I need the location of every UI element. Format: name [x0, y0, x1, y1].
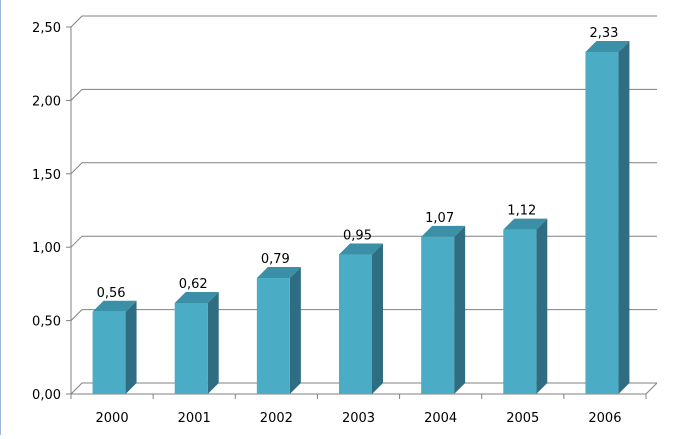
bar-side [125, 300, 137, 394]
bar-front [256, 278, 290, 394]
data-label: 0,79 [261, 252, 290, 267]
axes [66, 26, 658, 399]
bar [503, 218, 548, 394]
grid-line [70, 235, 657, 248]
y-tick-label: 1,50 [32, 168, 61, 183]
grid-lines [70, 15, 657, 395]
bar [256, 267, 301, 394]
grid-line [70, 15, 657, 28]
bar-side [536, 218, 548, 394]
bar-front [174, 302, 208, 394]
data-label: 0,62 [179, 277, 208, 292]
bar-side [207, 291, 219, 394]
data-label: 2,33 [589, 26, 618, 41]
y-tick-label: 2,00 [32, 94, 61, 109]
bar [174, 291, 219, 394]
grid-line [70, 309, 657, 321]
data-label: 0,56 [97, 286, 126, 301]
bar-front [339, 254, 372, 394]
bar-top [92, 300, 137, 312]
bar-top [585, 40, 630, 52]
x-tick-label: 2000 [96, 411, 129, 426]
bar-top [174, 291, 219, 303]
y-tick-label: 1,00 [32, 241, 61, 256]
data-label: 0,95 [343, 229, 372, 244]
data-label: 1,07 [425, 211, 454, 226]
x-tick-label: 2002 [260, 411, 293, 426]
bar [585, 40, 630, 395]
bar-top [339, 243, 383, 255]
x-tick-label: 2005 [506, 411, 539, 426]
bar-front [503, 229, 537, 394]
bar-side [454, 225, 466, 394]
grid-line [70, 88, 657, 101]
grid-line [70, 382, 657, 395]
data-label: 1,12 [507, 204, 536, 219]
bar-front [585, 51, 619, 395]
y-tick-labels: 0,00 0,50 1,00 1,50 2,00 2,50 [32, 21, 61, 403]
bar [421, 225, 466, 394]
y-tick-label: 0,00 [32, 388, 61, 403]
x-tick-label: 2004 [424, 411, 457, 426]
bar-side [289, 267, 301, 394]
bar-side [618, 40, 630, 395]
bar-top [256, 267, 301, 279]
bar [92, 300, 137, 394]
bars [92, 40, 630, 395]
x-tick-label: 2003 [342, 411, 375, 426]
bar-side [372, 243, 383, 394]
x-tick-label: 2001 [178, 411, 211, 426]
bar [339, 243, 383, 394]
x-tick-labels: 2000 2001 2002 2003 2004 2005 2006 [96, 411, 622, 426]
y-tick-label: 0,50 [32, 315, 61, 330]
y-tick-label: 2,50 [32, 21, 61, 36]
grid-line [70, 162, 657, 175]
bar-top [503, 218, 548, 230]
bar-top [421, 225, 466, 237]
bar-front [92, 311, 126, 394]
x-tick-label: 2006 [588, 411, 621, 426]
data-labels: 0,56 0,62 0,79 0,95 1,07 1,12 2,33 [97, 26, 619, 301]
bar-front [421, 236, 455, 394]
x-axis-depth [645, 382, 658, 395]
